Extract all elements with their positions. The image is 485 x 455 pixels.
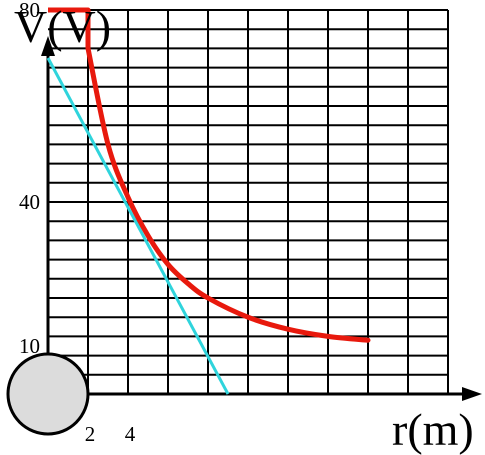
x-tick-label: 4 (125, 422, 136, 446)
x-tick-label: 2 (85, 422, 96, 446)
x-axis-arrowhead (462, 387, 482, 401)
tick-labels: 80 40 10 2 4 (19, 0, 136, 446)
y-axis-title: V(V) (14, 1, 111, 52)
axes (41, 36, 482, 401)
series-layer (46, 7, 371, 395)
y-axis-arrowhead (41, 36, 55, 56)
charged-sphere (6, 352, 90, 436)
y-tick-label: 10 (19, 334, 40, 358)
x-axis-title: r(m) (392, 404, 474, 455)
tangent-line (46, 57, 230, 395)
grid (48, 9, 449, 394)
y-tick-label: 80 (19, 0, 40, 22)
potential-curve (85, 45, 371, 343)
potential-curve-inside (48, 7, 91, 49)
y-tick-label: 40 (19, 190, 40, 214)
